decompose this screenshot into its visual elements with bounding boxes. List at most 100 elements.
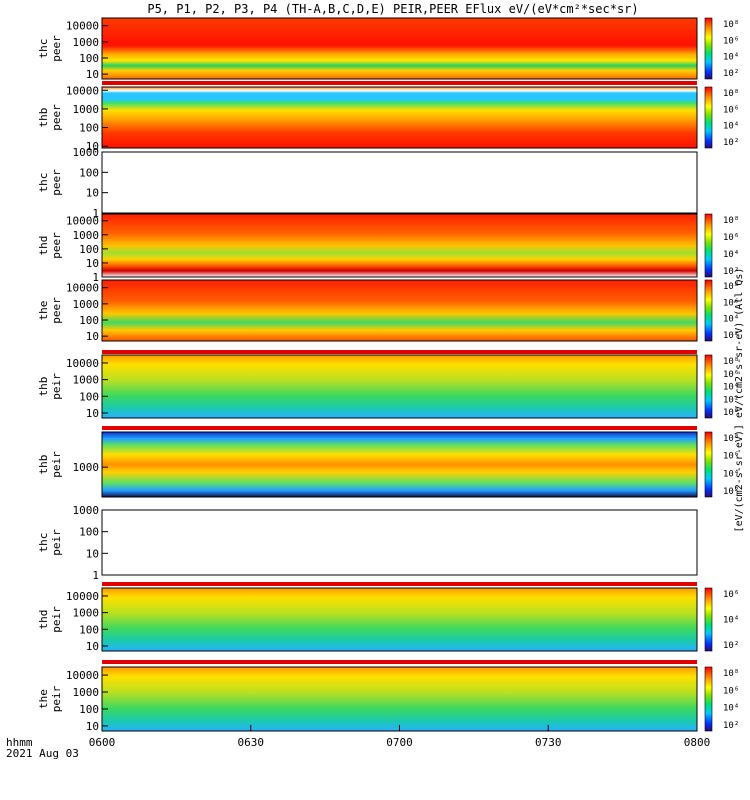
panel-frame [101, 509, 698, 576]
panel-label: thb [37, 377, 50, 397]
panel-label: peir [50, 606, 63, 633]
colorbar-tick-label: 10⁴ [723, 704, 739, 714]
panel-frame [101, 151, 698, 214]
colorbar [704, 587, 713, 652]
panel-frame [101, 354, 698, 419]
y-tick-label: 10000 [66, 669, 99, 682]
y-tick-label: 10000 [66, 84, 99, 97]
panel-thc-peer: 10000 1000 100 10 thc peer [37, 17, 698, 81]
colorbar-tick-label: 10² [723, 395, 739, 405]
y-tick-label: 1000 [73, 504, 100, 517]
x-tick-label: 0730 [535, 736, 562, 749]
x-tick-label: 0600 [89, 736, 116, 749]
colorbar [704, 17, 713, 80]
y-tick-label: 1000 [73, 103, 100, 116]
y-tick-label: 1000 [73, 686, 100, 699]
panel-label: peir [50, 685, 63, 712]
colorbar [704, 279, 713, 342]
y-tick-label: 1000 [73, 607, 100, 620]
quality-flag-strip [102, 660, 697, 664]
panel-the-peir: 10000 1000 100 10 the peir [37, 666, 698, 733]
panel-label: peir [50, 451, 63, 478]
colorbar [704, 86, 713, 149]
quality-flag-strip [102, 426, 697, 430]
colorbar-tick-label: 10⁴ [723, 315, 739, 325]
colorbar-tick-label: 10⁴ [723, 122, 739, 132]
colorbar-tick-label: 10⁶ [723, 36, 739, 46]
quality-flag-strip [102, 582, 697, 586]
colorbar [704, 431, 713, 498]
spectrogram [102, 355, 697, 418]
x-tick-label: 0630 [238, 736, 265, 749]
colorbar-tick-label: 10⁸ [723, 216, 739, 226]
y-tick-label: 100 [79, 52, 99, 65]
colorbar-tick-label: 10² [723, 487, 739, 497]
spectrogram [102, 87, 697, 148]
panel-label: thb [37, 108, 50, 128]
y-tick-label: 10000 [66, 590, 99, 603]
panel-frame [101, 17, 698, 80]
panel-thb-peir: 10000 1000 100 10 thb peir [37, 354, 698, 420]
panel-label: thb [37, 455, 50, 475]
panel-thc-peir: 1000 100 10 1 thc peir [37, 504, 698, 582]
colorbar-tick-label: 10⁴ [723, 616, 739, 626]
spectrogram [102, 18, 697, 79]
y-tick-label: 1000 [73, 298, 100, 311]
panel-frame [101, 431, 698, 498]
colorbar-tick-label: 10⁴ [723, 383, 739, 393]
y-tick-label: 10 [86, 547, 99, 560]
y-tick-label: 100 [79, 314, 99, 327]
colorbar-tick-label: 10⁰ [723, 408, 739, 418]
y-tick-label: 10000 [66, 215, 99, 228]
y-tick-label: 100 [79, 526, 99, 539]
colorbar [704, 354, 713, 419]
panel-label: peer [50, 169, 63, 196]
spectrogram [102, 214, 697, 277]
x-tick-label: 0800 [684, 736, 711, 749]
panel-label: peir [50, 529, 63, 556]
panel-label: thd [37, 236, 50, 256]
panel-label: peer [50, 297, 63, 324]
colorbar-tick-label: 10⁸ [723, 282, 739, 292]
panel-label: peer [50, 35, 63, 62]
colorbar-tick-label: 10⁴ [723, 469, 739, 479]
colorbars: 10⁸ 10⁶ 10⁴ 10² 10⁸ 10⁶ 10⁴ 10² 10⁸ 10⁶ 10⁴ 10² 10⁸ 1… [704, 17, 739, 732]
panel-label: thc [37, 39, 50, 59]
panel-label: thd [37, 610, 50, 630]
quality-flag-strip [102, 350, 697, 354]
panel-frame [101, 587, 698, 652]
colorbar-tick-label: 10⁶ [723, 298, 739, 308]
panel-thc-peer: 1000 100 10 1 thc peer [37, 146, 698, 220]
panel-frame [101, 213, 698, 278]
spectrogram [102, 588, 697, 651]
y-tick-label: 10000 [66, 20, 99, 33]
colorbar-tick-label: 10² [723, 69, 739, 79]
colorbar-tick-label: 10² [723, 331, 739, 341]
y-tick-label: 100 [79, 166, 99, 179]
y-tick-label: 1 [92, 569, 99, 582]
y-tick-label: 1000 [73, 374, 100, 387]
panel-label: thc [37, 173, 50, 193]
quality-flag-strip [102, 81, 697, 85]
y-tick-label: 100 [79, 390, 99, 403]
colorbar-tick-label: 10⁸ [723, 20, 739, 30]
colorbar [704, 666, 713, 732]
colorbar [704, 213, 713, 278]
panel-label: peer [50, 232, 63, 259]
y-tick-label: 1000 [73, 146, 100, 159]
spectrogram [102, 280, 697, 341]
y-tick-label: 10 [86, 720, 99, 733]
y-tick-label: 10 [86, 640, 99, 653]
y-tick-label: 10 [86, 330, 99, 343]
y-tick-label: 1 [92, 271, 99, 284]
colorbar-tick-label: 10⁶ [723, 590, 739, 600]
colorbar-tick-label: 10⁴ [723, 53, 739, 63]
colorbar-tick-label: 10² [723, 267, 739, 277]
y-tick-label: 1000 [73, 229, 100, 242]
colorbar-tick-label: 10⁶ [723, 105, 739, 115]
colorbar-tick-label: 10⁴ [723, 250, 739, 260]
panel-frame [101, 86, 698, 149]
panel-thd-peir: 10000 1000 100 10 thd peir [37, 587, 698, 653]
